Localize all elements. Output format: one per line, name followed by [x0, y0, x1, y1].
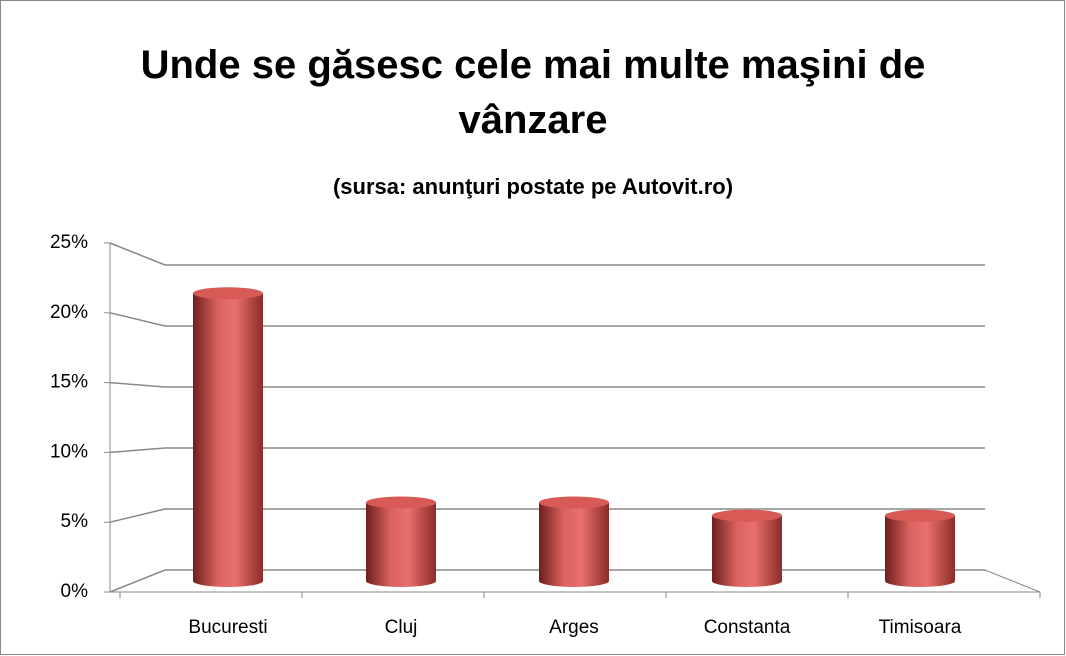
floor-right: [984, 569, 1041, 593]
bar: [193, 287, 263, 587]
bar-top: [885, 509, 955, 522]
bar: [712, 509, 782, 587]
bar: [366, 496, 436, 587]
y-tick-label: 20%: [50, 302, 88, 323]
chart-title: Unde se găsesc cele mai multe maşini de …: [140, 43, 926, 142]
bar-body: [193, 293, 263, 581]
grid-line: [109, 569, 985, 593]
x-tick-label: Arges: [549, 617, 599, 638]
bar-base: [885, 575, 955, 587]
bar-base: [193, 575, 263, 587]
x-tick-label: Timisoara: [879, 617, 962, 638]
bar-body: [539, 502, 609, 581]
bar-body: [366, 502, 436, 581]
bar-body: [885, 515, 955, 581]
bar-body: [712, 515, 782, 581]
bar-top: [366, 496, 436, 509]
y-tick-label: 0%: [61, 581, 89, 602]
bar-top: [539, 496, 609, 509]
grid-line: [109, 242, 985, 266]
bar-base: [366, 575, 436, 587]
bar-top: [193, 287, 263, 300]
grid-line: [109, 381, 985, 388]
bar: [885, 509, 955, 587]
y-tick-label: 25%: [50, 232, 88, 253]
bar-base: [712, 575, 782, 587]
bar-top: [712, 509, 782, 522]
x-tick-label: Bucuresti: [188, 617, 267, 638]
grid-line: [109, 508, 985, 523]
bar: [539, 496, 609, 587]
grid-line: [109, 312, 985, 327]
x-tick-label: Cluj: [385, 617, 418, 638]
y-tick-label: 10%: [50, 441, 88, 462]
y-tick-label: 5%: [61, 511, 89, 532]
y-tick-label: 15%: [50, 372, 88, 393]
chart-subtitle: (sursa: anunţuri postate pe Autovit.ro): [332, 174, 734, 199]
x-tick-label: Constanta: [704, 617, 791, 638]
bar-base: [539, 575, 609, 587]
grid-line: [109, 447, 985, 454]
